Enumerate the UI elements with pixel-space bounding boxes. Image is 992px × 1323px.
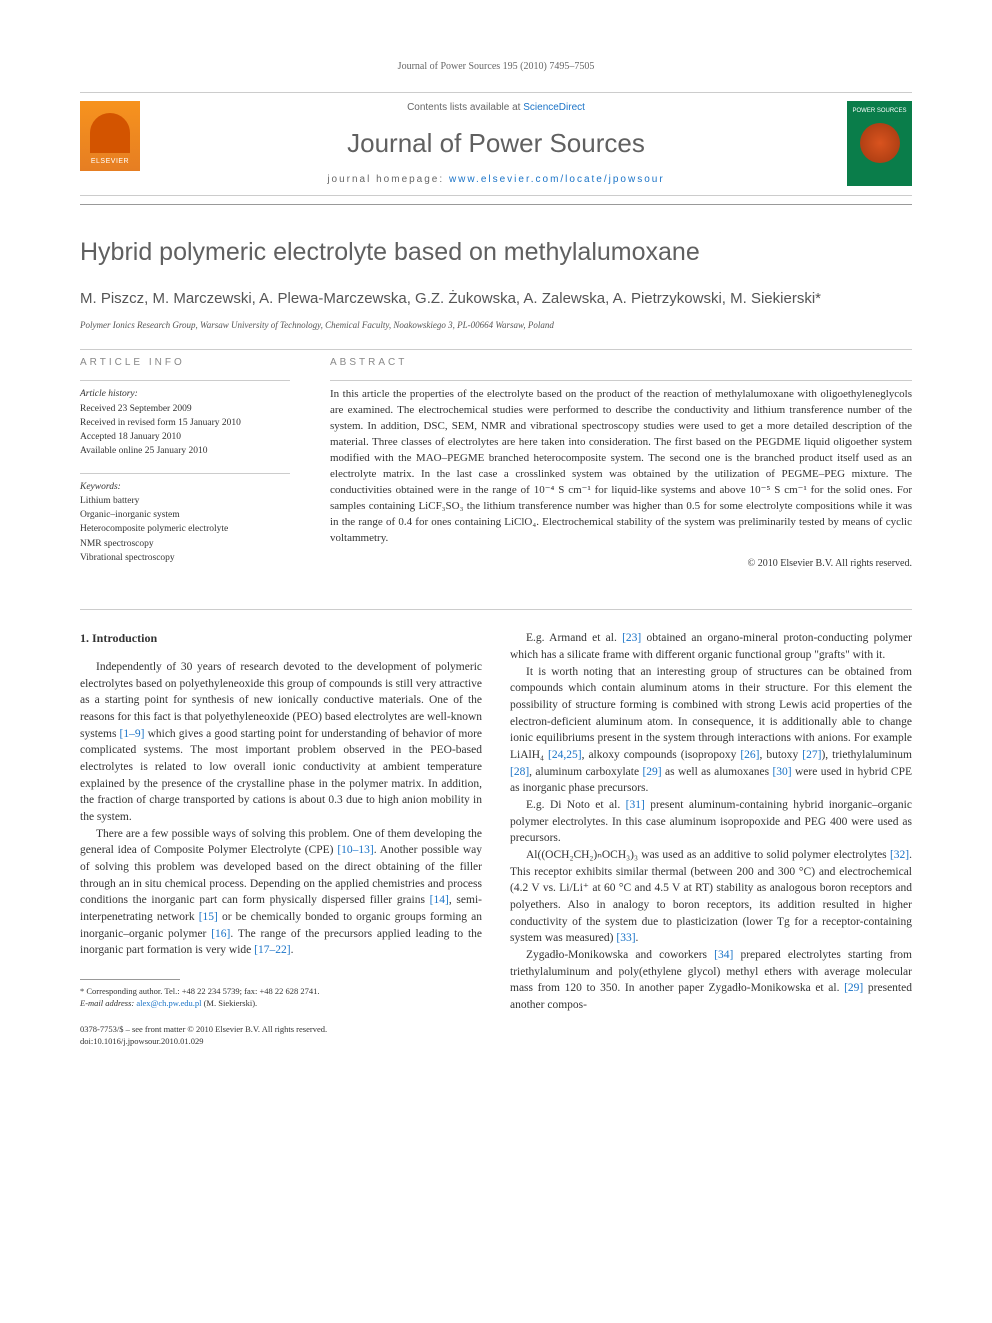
- elsevier-logo: ELSEVIER: [80, 101, 140, 171]
- homepage-line: journal homepage: www.elsevier.com/locat…: [160, 173, 832, 187]
- body-paragraph: Al((OCH₂CH₂)ₙOCH₃)₃ was used as an addit…: [510, 847, 912, 947]
- citation-link[interactable]: [29]: [642, 766, 661, 778]
- history-heading: Article history:: [80, 387, 290, 401]
- revised-date: Received in revised form 15 January 2010: [80, 416, 290, 430]
- body-paragraph: There are a few possible ways of solving…: [80, 826, 482, 959]
- footnote-separator: [80, 979, 180, 980]
- divider: [80, 609, 912, 610]
- cover-title: POWER SOURCES: [848, 107, 910, 115]
- homepage-prefix: journal homepage:: [327, 174, 449, 185]
- divider: [80, 204, 912, 205]
- article-info-label: article info: [80, 356, 290, 370]
- copyright: © 2010 Elsevier B.V. All rights reserved…: [330, 557, 912, 571]
- contents-bar: ELSEVIER Contents lists available at Sci…: [80, 92, 912, 196]
- keyword: Heterocomposite polymeric electrolyte: [80, 522, 290, 536]
- divider: [80, 473, 290, 474]
- citation-link[interactable]: [15]: [199, 911, 218, 923]
- contents-prefix: Contents lists available at: [407, 102, 523, 113]
- citation-link[interactable]: [26]: [740, 749, 759, 761]
- keyword: Organic–inorganic system: [80, 508, 290, 522]
- citation-link[interactable]: [1–9]: [120, 728, 145, 740]
- citation-link[interactable]: [28]: [510, 766, 529, 778]
- body-paragraph: E.g. Armand et al. [23] obtained an orga…: [510, 630, 912, 663]
- divider: [80, 349, 912, 350]
- citation-link[interactable]: [31]: [626, 799, 645, 811]
- citation-link[interactable]: [24,25]: [548, 749, 582, 761]
- citation-link[interactable]: [29]: [844, 982, 863, 994]
- keywords-heading: Keywords:: [80, 480, 290, 494]
- citation-link[interactable]: [33]: [616, 932, 635, 944]
- authors: M. Piszcz, M. Marczewski, A. Plewa-Marcz…: [80, 288, 912, 311]
- body-paragraph: E.g. Di Noto et al. [31] present aluminu…: [510, 797, 912, 847]
- sciencedirect-link[interactable]: ScienceDirect: [523, 102, 585, 113]
- divider: [330, 380, 912, 381]
- received-date: Received 23 September 2009: [80, 402, 290, 416]
- doi: doi:10.1016/j.jpowsour.2010.01.029: [80, 1036, 482, 1048]
- citation-link[interactable]: [27]: [802, 749, 821, 761]
- section-heading: 1. Introduction: [80, 630, 482, 647]
- journal-name: Journal of Power Sources: [160, 125, 832, 161]
- citation-link[interactable]: [10–13]: [337, 844, 373, 856]
- doi-block: 0378-7753/$ – see front matter © 2010 El…: [80, 1024, 482, 1048]
- online-date: Available online 25 January 2010: [80, 444, 290, 458]
- contents-available-line: Contents lists available at ScienceDirec…: [160, 101, 832, 115]
- citation-link[interactable]: [17–22]: [254, 944, 290, 956]
- keyword: NMR spectroscopy: [80, 537, 290, 551]
- cover-globe-icon: [860, 123, 900, 163]
- corresponding-author-footnote: * Corresponding author. Tel.: +48 22 234…: [80, 986, 482, 1010]
- right-column: E.g. Armand et al. [23] obtained an orga…: [510, 630, 912, 1047]
- accepted-date: Accepted 18 January 2010: [80, 430, 290, 444]
- elsevier-tree-icon: [90, 113, 130, 153]
- body-paragraph: It is worth noting that an interesting g…: [510, 664, 912, 797]
- journal-cover-thumbnail: POWER SOURCES: [847, 101, 912, 186]
- body-paragraph: Zygadło-Monikowska and coworkers [34] pr…: [510, 947, 912, 1014]
- citation-link[interactable]: [16]: [211, 928, 230, 940]
- citation-link[interactable]: [34]: [714, 949, 733, 961]
- email-link[interactable]: alex@ch.pw.edu.pl: [136, 998, 201, 1008]
- article-info-column: article info Article history: Received 2…: [80, 356, 290, 579]
- keyword: Vibrational spectroscopy: [80, 551, 290, 565]
- keyword: Lithium battery: [80, 494, 290, 508]
- article-title: Hybrid polymeric electrolyte based on me…: [80, 235, 912, 270]
- citation-link[interactable]: [23]: [622, 632, 641, 644]
- abstract-column: abstract In this article the properties …: [330, 356, 912, 579]
- citation-link[interactable]: [32]: [890, 849, 909, 861]
- body-paragraph: Independently of 30 years of research de…: [80, 659, 482, 826]
- abstract-text: In this article the properties of the el…: [330, 387, 912, 546]
- affiliation: Polymer Ionics Research Group, Warsaw Un…: [80, 319, 912, 332]
- citation-link[interactable]: [30]: [772, 766, 791, 778]
- divider: [80, 380, 290, 381]
- page-citation: Journal of Power Sources 195 (2010) 7495…: [80, 60, 912, 74]
- citation-link[interactable]: [14]: [430, 894, 449, 906]
- elsevier-label: ELSEVIER: [91, 157, 129, 167]
- left-column: 1. Introduction Independently of 30 year…: [80, 630, 482, 1047]
- abstract-label: abstract: [330, 356, 912, 370]
- homepage-link[interactable]: www.elsevier.com/locate/jpowsour: [449, 174, 665, 185]
